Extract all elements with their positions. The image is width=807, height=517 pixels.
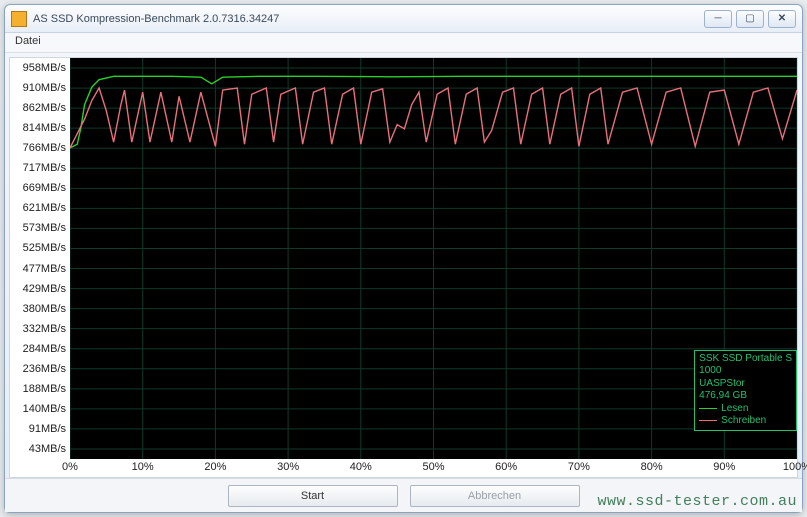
y-tick: 525MB/s [23,242,66,254]
x-tick: 40% [350,461,372,473]
chart-area: 958MB/s 910MB/s 862MB/s 814MB/s 766MB/s 717MB… [9,57,798,478]
maximize-button[interactable]: ▢ [736,10,764,28]
y-tick: 332MB/s [23,323,66,335]
menubar: Datei [5,33,802,53]
y-tick: 429MB/s [23,283,66,295]
window-title: AS SSD Kompression-Benchmark 2.0.7316.34… [33,13,704,25]
y-tick: 717MB/s [23,162,66,174]
legend-device-1: SSK SSD Portable S [699,353,792,366]
legend-read: Lesen [699,403,792,416]
x-axis: 0%10%20%30%40%50%60%70%80%90%100% [70,459,797,477]
y-tick: 766MB/s [23,142,66,154]
chart-plot: SSK SSD Portable S 1000 UASPStor 476,94 … [70,58,797,459]
minimize-button[interactable]: ─ [704,10,732,28]
y-tick: 814MB/s [23,122,66,134]
x-tick: 20% [204,461,226,473]
menu-file[interactable]: Datei [15,35,41,47]
legend-device-2: 1000 [699,365,792,378]
x-tick: 80% [641,461,663,473]
abort-button[interactable]: Abbrechen [410,485,580,507]
y-tick: 573MB/s [23,222,66,234]
x-tick: 70% [568,461,590,473]
legend-write: Schreiben [699,415,792,428]
y-tick: 621MB/s [23,202,66,214]
y-tick: 477MB/s [23,263,66,275]
y-tick: 140MB/s [23,403,66,415]
x-tick: 10% [132,461,154,473]
button-row: Start Abbrechen [5,478,802,512]
window-controls: ─ ▢ ✕ [704,10,796,28]
app-window: AS SSD Kompression-Benchmark 2.0.7316.34… [4,4,803,513]
legend-controller: UASPStor [699,378,792,391]
y-tick: 43MB/s [29,443,66,455]
y-tick: 669MB/s [23,182,66,194]
y-axis: 958MB/s 910MB/s 862MB/s 814MB/s 766MB/s 717MB… [10,58,70,459]
x-tick: 100% [783,461,807,473]
y-tick: 236MB/s [23,363,66,375]
x-tick: 60% [495,461,517,473]
app-icon [11,11,27,27]
chart-svg [70,58,797,459]
y-tick: 284MB/s [23,343,66,355]
titlebar[interactable]: AS SSD Kompression-Benchmark 2.0.7316.34… [5,5,802,33]
y-tick: 910MB/s [23,82,66,94]
y-tick: 91MB/s [29,423,66,435]
x-tick: 30% [277,461,299,473]
x-tick: 90% [713,461,735,473]
x-tick: 0% [62,461,78,473]
close-button[interactable]: ✕ [768,10,796,28]
y-tick: 862MB/s [23,102,66,114]
x-tick: 50% [422,461,444,473]
y-tick: 188MB/s [23,383,66,395]
y-tick: 958MB/s [23,62,66,74]
start-button[interactable]: Start [228,485,398,507]
y-tick: 380MB/s [23,303,66,315]
chart-legend: SSK SSD Portable S 1000 UASPStor 476,94 … [694,350,797,431]
legend-capacity: 476,94 GB [699,390,792,403]
